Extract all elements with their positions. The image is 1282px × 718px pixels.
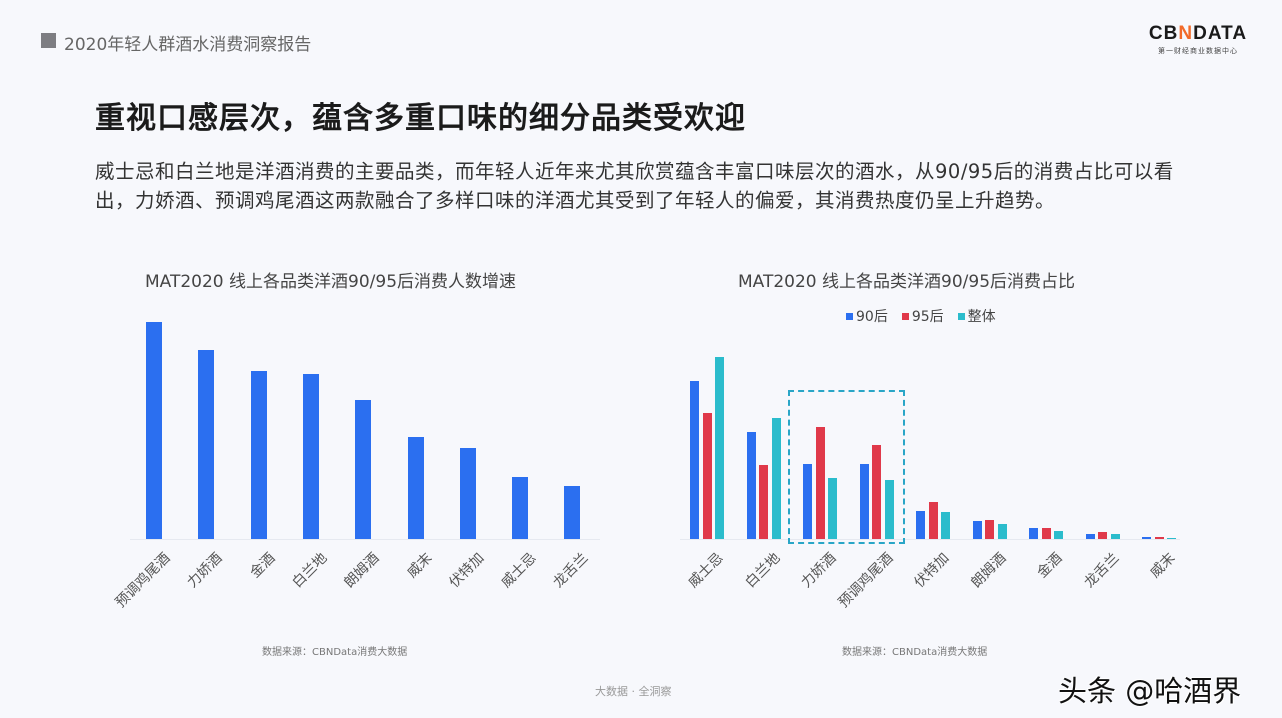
left-chart-baseline (130, 539, 600, 540)
right-bar-90后 (916, 511, 925, 539)
left-xlabel: 龙舌兰 (550, 550, 592, 592)
cbndata-logo: CBNDATA 第一财经商业数据中心 (1148, 24, 1248, 56)
right-xlabel: 白兰地 (741, 550, 783, 592)
right-bar-95后 (1098, 532, 1107, 539)
right-xlabel: 力娇酒 (798, 550, 840, 592)
left-bar (407, 437, 424, 539)
right-bar-90后 (746, 432, 756, 539)
left-bar (512, 477, 529, 539)
header-square-icon (41, 33, 56, 48)
right-bar-90后 (972, 521, 982, 539)
left-xlabel: 预调鸡尾酒 (112, 550, 174, 611)
legend-item-overall: 整体 (957, 306, 996, 326)
right-xlabel: 龙舌兰 (1080, 550, 1122, 592)
left-xlabel: 伏特加 (446, 550, 488, 592)
right-bar-90后 (1085, 534, 1095, 539)
right-bar-整体 (1110, 534, 1120, 539)
left-xlabel: 朗姆酒 (341, 550, 383, 592)
legend-item-95: 95后 (901, 306, 944, 326)
legend-swatch-red (901, 312, 909, 320)
right-xlabel: 威士忌 (685, 550, 727, 592)
left-xlabel: 威末 (403, 550, 435, 582)
right-bar-90后 (803, 464, 812, 539)
legend-swatch-blue (846, 312, 853, 320)
right-bar-95后 (928, 502, 938, 539)
right-bar-95后 (1154, 537, 1164, 539)
right-bar-95后 (872, 445, 881, 539)
right-xlabel: 预调鸡尾酒 (835, 550, 896, 611)
left-xlabel: 威士忌 (498, 550, 540, 592)
watermark: 头条 @哈酒界 (1058, 674, 1242, 708)
right-bar-整体 (1054, 531, 1063, 539)
right-bar-整体 (941, 512, 950, 539)
left-chart-plot (130, 300, 600, 539)
right-bar-90后 (1029, 528, 1038, 539)
right-bar-整体 (884, 480, 894, 539)
right-bar-90后 (690, 381, 699, 539)
right-bar-整体 (715, 357, 724, 539)
right-xlabel: 伏特加 (911, 550, 953, 592)
right-bar-90后 (859, 464, 869, 539)
right-xlabel: 金酒 (1034, 550, 1066, 582)
right-xlabel: 威末 (1147, 550, 1179, 582)
right-bar-95后 (759, 465, 768, 539)
right-xlabel: 朗姆酒 (967, 550, 1009, 592)
right-bar-95后 (985, 520, 994, 539)
right-chart-plot (680, 340, 1180, 539)
left-xlabel: 力娇酒 (184, 550, 226, 592)
body-paragraph: 威士忌和白兰地是洋酒消费的主要品类，而年轻人近年来尤其欣赏蕴含丰富口味层次的酒水… (95, 160, 1174, 212)
right-bar-95后 (1041, 528, 1051, 539)
right-chart-title: MAT2020 线上各品类洋酒90/95后消费占比 (738, 272, 1076, 292)
right-bar-整体 (997, 524, 1007, 539)
left-bar (146, 322, 162, 539)
right-bar-整体 (771, 418, 781, 539)
legend-item-90: 90后 (846, 306, 888, 326)
right-bar-95后 (815, 427, 825, 539)
logo-tagline: 第一财经商业数据中心 (1158, 47, 1238, 55)
logo-wordmark: CBNDATA (1148, 23, 1248, 44)
report-title: 2020年轻人群酒水消费洞察报告 (64, 35, 312, 55)
right-bar-90后 (1142, 537, 1151, 539)
legend-swatch-teal (957, 312, 965, 320)
footer-slogan: 大数据 · 全洞察 (595, 685, 672, 698)
left-chart-source: 数据来源：CBNData消费大数据 (262, 647, 408, 658)
right-bar-整体 (828, 478, 837, 539)
left-chart-title: MAT2020 线上各品类洋酒90/95后消费人数增速 (145, 272, 517, 292)
left-bar (302, 374, 319, 539)
highlight-dashed-box (788, 390, 905, 544)
left-xlabel: 白兰地 (289, 550, 331, 592)
left-bar (355, 400, 372, 539)
page-headline: 重视口感层次，蕴含多重口味的细分品类受欢迎 (95, 101, 746, 136)
left-bar (250, 371, 267, 539)
left-bar (198, 350, 215, 539)
right-chart-legend: 90后 95后 整体 (846, 306, 996, 326)
left-bar (564, 486, 581, 539)
right-bar-95后 (702, 413, 712, 539)
left-xlabel: 金酒 (246, 550, 279, 582)
left-bar (459, 448, 476, 539)
right-chart-source: 数据来源：CBNData消费大数据 (842, 647, 988, 658)
right-bar-整体 (1167, 538, 1176, 539)
right-chart-baseline (680, 539, 1180, 540)
